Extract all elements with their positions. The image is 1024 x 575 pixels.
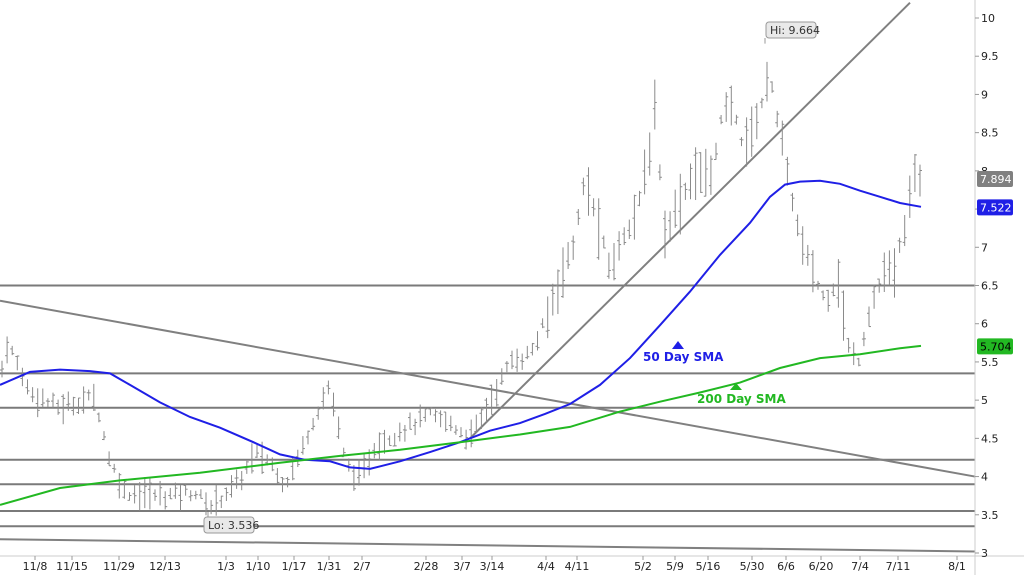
trendline	[469, 2, 911, 440]
x-tick-label: 11/8	[23, 560, 48, 573]
trendline	[0, 299, 976, 478]
last-price-tag: 7.894	[980, 173, 1012, 186]
price-bars	[0, 61, 922, 516]
sma-50-tag-bg	[977, 199, 1013, 216]
y-tick-label: 9	[981, 88, 988, 101]
y-tick-label: 6	[981, 318, 988, 331]
x-tick-label: 1/31	[317, 560, 342, 573]
x-tick-label: 5/16	[696, 560, 721, 573]
y-tick-label: 9.5	[981, 50, 999, 63]
y-tick-label: 5	[981, 394, 988, 407]
x-tick-label: 12/13	[149, 560, 181, 573]
y-tick-label: 8.5	[981, 127, 999, 140]
sma-50-tag: 7.522	[980, 201, 1012, 214]
hi-callout-box	[765, 21, 817, 39]
x-tick-label: 5/30	[740, 560, 765, 573]
sma-200-tag-bg	[977, 338, 1013, 355]
sma-50-label: 50 Day SMA	[643, 350, 724, 364]
x-tick-label: 7/11	[886, 560, 911, 573]
trendline	[0, 538, 976, 553]
axis-value-tags: 7.894 7.522 5.704	[977, 170, 1013, 355]
sma-50-line	[0, 179, 922, 470]
sma-200-label: 200 Day SMA	[697, 392, 787, 406]
x-tick-label: 11/29	[103, 560, 135, 573]
x-tick-label: 2/7	[353, 560, 371, 573]
annotations: Hi: 9.664 Lo: 3.536 50 Day SMA 200 Day SMA	[203, 21, 820, 534]
x-tick-label: 1/17	[282, 560, 307, 573]
lo-callout: Lo: 3.536	[208, 519, 259, 532]
last-price-tag-bg	[977, 170, 1013, 187]
y-tick-label: 3.5	[981, 509, 999, 522]
x-tick-label: 5/9	[666, 560, 684, 573]
support-resistance-lines	[0, 284, 975, 528]
x-tick-label: 3/7	[453, 560, 471, 573]
x-tick-label: 5/2	[634, 560, 652, 573]
y-tick-label: 7	[981, 241, 988, 254]
moving-averages	[0, 179, 922, 506]
x-tick-label: 2/28	[414, 560, 439, 573]
x-tick-label: 6/20	[809, 560, 834, 573]
x-tick-label: 7/4	[851, 560, 869, 573]
x-tick-label: 6/6	[777, 560, 795, 573]
lo-callout-box	[203, 516, 255, 534]
sma-200-line	[0, 344, 922, 506]
y-tick-label: 4.5	[981, 432, 999, 445]
y-tick-label: 3	[981, 547, 988, 560]
x-tick-label: 1/10	[246, 560, 271, 573]
sma-50-marker-icon	[672, 341, 684, 349]
y-tick-label: 5.5	[981, 356, 999, 369]
hi-callout: Hi: 9.664	[770, 24, 820, 37]
y-tick-label: 4	[981, 471, 988, 484]
x-tick-label: 1/3	[217, 560, 235, 573]
x-tick-label: 4/4	[537, 560, 555, 573]
sma-200-marker-icon	[730, 383, 742, 390]
x-tick-label: 3/14	[480, 560, 505, 573]
x-tick-label: 4/11	[565, 560, 590, 573]
y-tick-label: 10	[981, 12, 995, 25]
x-tick-label: 11/15	[56, 560, 88, 573]
y-tick-label: 6.5	[981, 280, 999, 293]
trendlines	[0, 2, 976, 553]
sma-200-tag: 5.704	[980, 340, 1012, 353]
x-tick-label: 8/1	[948, 560, 966, 573]
